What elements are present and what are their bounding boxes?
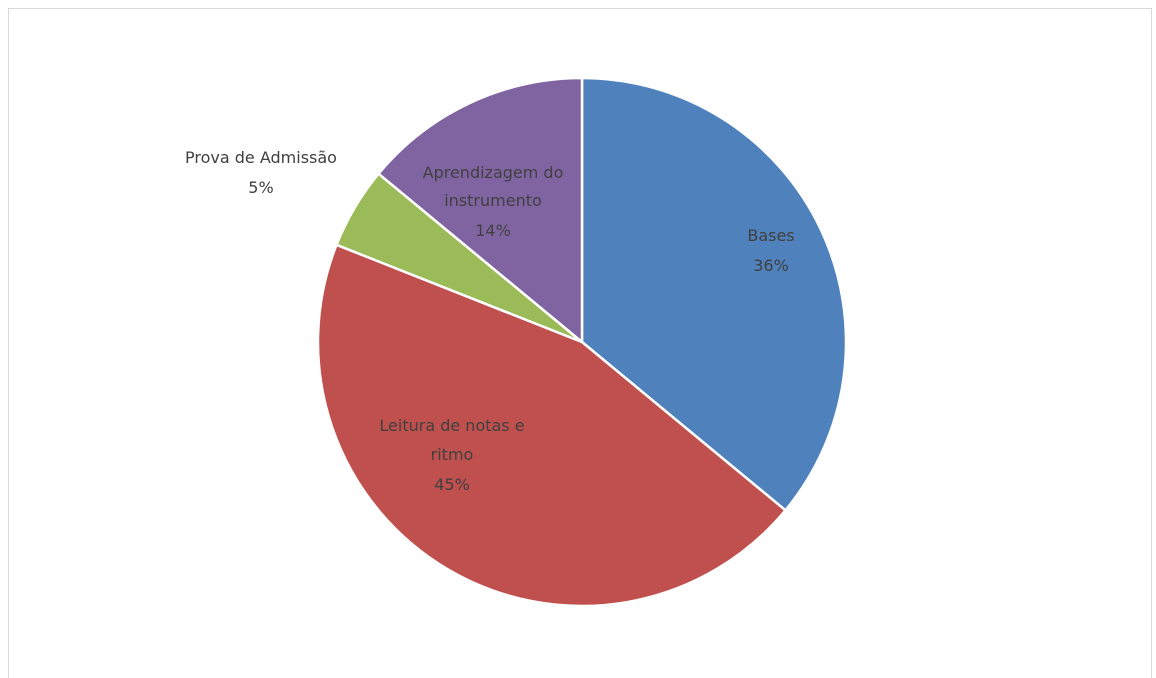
slice-percent-prova: 5% (248, 178, 273, 197)
pie-labels: Bases 36% Leitura de notas e ritmo 45% P… (185, 148, 795, 494)
slice-percent-bases: 36% (753, 256, 789, 275)
slice-label-bases: Bases (747, 226, 794, 245)
slice-leitura (316, 243, 787, 608)
slice-bases (580, 76, 848, 512)
slice-label-aprendizagem-line2: instrumento (444, 191, 542, 210)
slice-aprendizagem (377, 76, 584, 344)
slice-label-leitura-line2: ritmo (431, 445, 474, 464)
slice-percent-leitura: 45% (434, 475, 470, 494)
slice-label-aprendizagem: Aprendizagem do (423, 163, 564, 182)
slice-percent-aprendizagem: 14% (475, 221, 511, 240)
slice-label-prova: Prova de Admissão (185, 148, 337, 167)
pie-slices (316, 76, 848, 608)
slice-label-leitura: Leitura de notas e (379, 416, 524, 435)
